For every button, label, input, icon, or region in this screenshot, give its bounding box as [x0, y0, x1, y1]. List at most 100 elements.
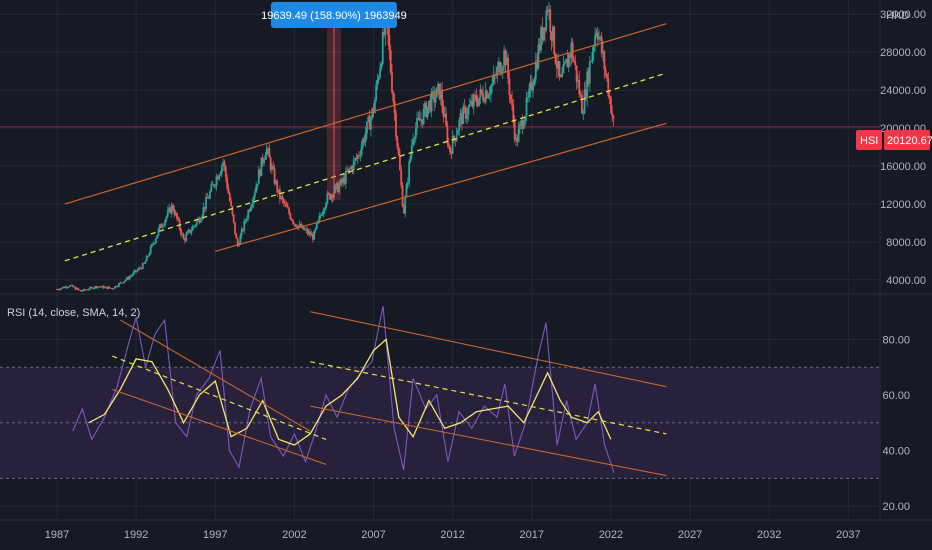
candle-body [137, 267, 140, 270]
price-channel-middle[interactable] [64, 72, 667, 262]
candle-body [231, 205, 234, 215]
candle-body [466, 115, 469, 119]
candle-body [116, 286, 119, 288]
candle-body [562, 64, 565, 74]
candle-body [164, 219, 167, 225]
candle-body [149, 246, 152, 254]
candle-body [65, 286, 68, 288]
candle-body [189, 229, 192, 233]
candle-body [602, 51, 604, 54]
rsi-channels[interactable] [112, 311, 667, 477]
symbol-label: HSI [860, 135, 878, 147]
candle-body [297, 225, 300, 229]
candle-body [135, 270, 138, 272]
candle-body [545, 10, 548, 31]
candle-body [290, 218, 293, 221]
candle-body [238, 244, 240, 246]
time-axis[interactable]: 1987 1992 1997 2002 2007 2012 2017 2022 2027 2032… [45, 529, 861, 541]
price-tick-label: 32000.00 [880, 9, 926, 21]
candle-body [67, 286, 70, 288]
rsi-channel-upper[interactable] [310, 311, 667, 388]
rsi-channel-middle[interactable] [310, 361, 667, 435]
candle-body [211, 184, 214, 186]
candle-body [271, 166, 273, 170]
candle-body [203, 206, 206, 209]
candle-body [553, 26, 556, 55]
candle-body [235, 234, 238, 239]
candle-body [366, 121, 368, 134]
candle-body [89, 287, 91, 290]
candle-body [79, 290, 82, 292]
candle-body [457, 129, 459, 135]
candle-body [334, 185, 337, 193]
candle-body [351, 166, 354, 171]
candle-body [397, 146, 400, 156]
candle-body [288, 208, 291, 214]
time-tick-label: 2022 [599, 529, 623, 541]
candle-body [530, 81, 533, 91]
candle-body [298, 224, 301, 226]
rsi-channel-lower[interactable] [310, 405, 667, 477]
candle-body [373, 99, 376, 114]
candle-body [63, 286, 66, 289]
candle-body [496, 67, 499, 76]
candle-body [207, 198, 210, 199]
candle-body [236, 238, 239, 246]
rsi-line [72, 305, 615, 473]
measure-badge[interactable] [270, 2, 397, 28]
candle-body [60, 288, 62, 290]
candle-body [315, 223, 318, 229]
candle-body [548, 9, 550, 12]
rsi-sma-line [88, 338, 612, 446]
candle-body [214, 185, 217, 187]
candle-body [441, 89, 444, 107]
candle-body [583, 89, 586, 114]
rsi-channel-lower[interactable] [112, 388, 327, 465]
candle-body [201, 215, 203, 220]
rsi-channel-middle[interactable] [112, 355, 327, 441]
price-channel-upper[interactable] [64, 23, 667, 205]
rsi-axis[interactable]: 80.00 60.00 40.00 20.00 [882, 334, 910, 513]
candle-body [269, 157, 272, 170]
candle-body [120, 282, 123, 284]
candle-body [467, 106, 470, 116]
candle-body [484, 90, 487, 103]
candle-body [607, 78, 610, 96]
measure-tool[interactable]: 19639.49 (158.90%) 1963949 [261, 2, 407, 201]
candle-body [464, 107, 467, 119]
candle-body [608, 95, 611, 98]
candle-body [337, 182, 339, 193]
candle-body [453, 135, 455, 139]
time-tick-label: 2012 [440, 529, 464, 541]
candle-body [168, 207, 170, 211]
candle-body [106, 286, 108, 289]
candle-body [228, 193, 231, 201]
price-channel[interactable] [64, 23, 667, 262]
rsi-title[interactable]: RSI (14, close, SMA, 14, 2) [7, 307, 140, 319]
candle-body [475, 96, 478, 103]
candle-body [264, 155, 267, 160]
candle-body [587, 71, 590, 84]
candle-body [56, 289, 58, 291]
candle-body [490, 86, 492, 95]
price-channel-lower[interactable] [215, 122, 667, 252]
candle-body [103, 286, 106, 289]
rsi-channel-upper[interactable] [120, 319, 311, 432]
candle-body [152, 243, 155, 245]
candle-body [216, 176, 219, 180]
candle-body [430, 91, 433, 112]
candle-body [565, 59, 567, 63]
candle-body [606, 73, 608, 79]
labels: HKD RSI (14, close, SMA, 14, 2) HSI 2012… [7, 10, 932, 319]
candle-body [367, 116, 370, 122]
candle-body [186, 231, 189, 235]
candle-body [491, 83, 494, 87]
candle-body [276, 180, 279, 193]
candle-body [305, 229, 308, 231]
last-price-label: 20120.67 [887, 135, 932, 147]
candle-body [98, 286, 101, 288]
candle-body [401, 185, 404, 207]
price-tick-label: 24000.00 [880, 85, 926, 97]
candle-body [391, 72, 393, 93]
